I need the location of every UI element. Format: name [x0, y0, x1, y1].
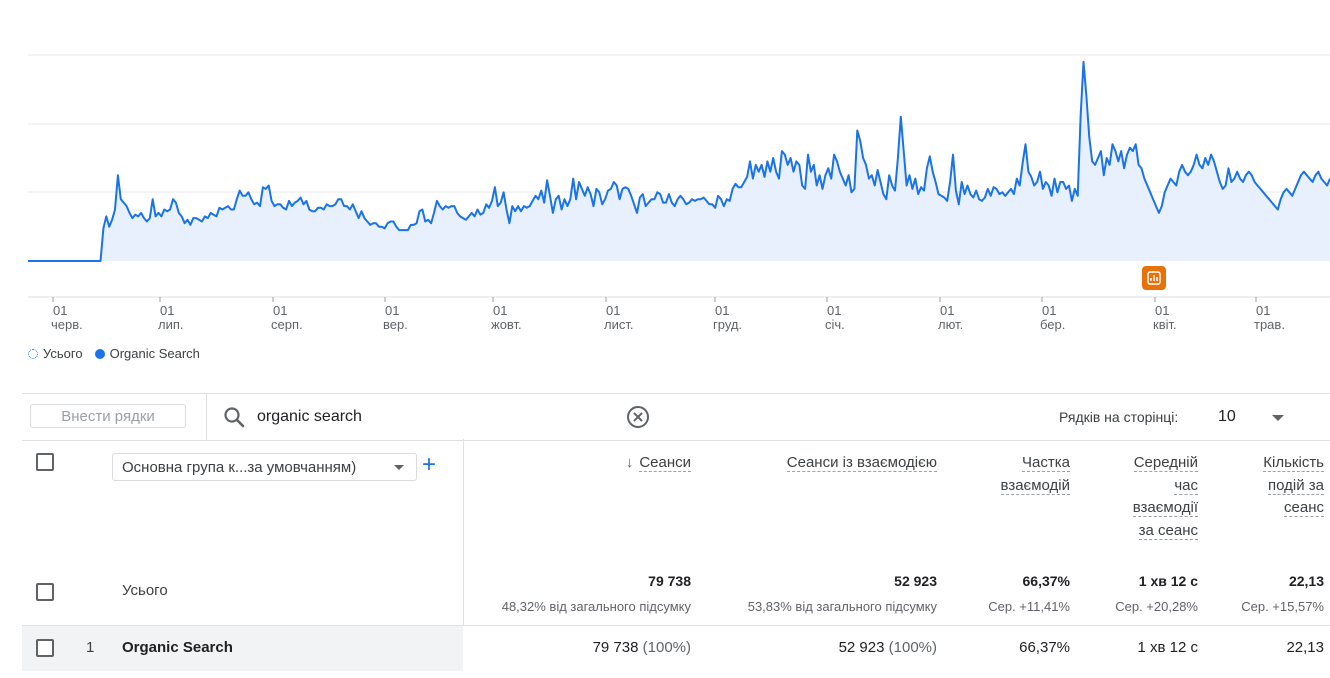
column-header-avg-engagement-time[interactable]: Середній час взаємодії за сеанс [1132, 454, 1198, 540]
x-tick-day: 01 [1256, 303, 1270, 318]
total-sessions: 79 738 [648, 573, 691, 589]
total-engagement-rate-avg: Сер. +11,41% [988, 599, 1070, 614]
toolbar-divider [206, 394, 207, 440]
search-input[interactable] [257, 406, 617, 428]
rows-per-page-select[interactable]: 10 [1218, 408, 1236, 425]
chart-gridlines [28, 54, 1330, 298]
totals-checkbox[interactable] [36, 583, 54, 601]
x-tick-month: вер. [383, 317, 408, 332]
column-header-events-per-session[interactable]: Кількість подій за сеанс [1263, 454, 1324, 517]
x-tick-day: 01 [606, 303, 620, 318]
x-tick-month: лип. [158, 317, 184, 332]
column-header-engagement-rate[interactable]: Частка взаємодій [1000, 454, 1070, 495]
x-tick-day: 01 [493, 303, 507, 318]
x-tick-month: черв. [51, 317, 83, 332]
select-all-checkbox[interactable] [36, 453, 54, 471]
total-engaged-sessions: 52 923 [894, 573, 937, 589]
legend-item-organic-search[interactable]: Organic Search [94, 346, 200, 361]
legend-series-label: Organic Search [109, 346, 200, 361]
x-tick-month: лист. [604, 317, 633, 332]
add-rows-button[interactable]: Внести рядки [30, 404, 186, 428]
x-tick-month: жовт. [491, 317, 522, 332]
x-tick-day: 01 [385, 303, 399, 318]
x-tick-month: січ. [825, 317, 845, 332]
x-tick-day: 01 [53, 303, 67, 318]
chart-legend: Усього Organic Search [28, 346, 212, 361]
row-events-per-session: 22,13 [1286, 639, 1324, 656]
chart-area-fill [28, 61, 1330, 262]
row-avg-engagement-time: 1 хв 12 с [1137, 639, 1199, 656]
annotation-icon [1147, 271, 1161, 285]
rows-per-page-label: Рядків на сторінці: [1059, 409, 1179, 425]
table-toolbar: Внести рядки Рядків на сторінці: 10 [22, 393, 1330, 441]
total-engaged-sessions-share: 53,83% від загального підсумку [747, 599, 937, 614]
x-tick-day: 01 [160, 303, 174, 318]
x-tick-day: 01 [273, 303, 287, 318]
dimension-select-value: Основна група к...за умовчанням) [122, 458, 357, 476]
chart-x-axis-ticks: 01черв.01лип.01серп.01вер.01жовт.01лист.… [51, 297, 1285, 332]
row-index: 1 [86, 639, 95, 656]
total-sessions-share: 48,32% від загального підсумку [501, 599, 691, 614]
row-dimension-value[interactable]: Organic Search [122, 639, 233, 656]
x-tick-month: серп. [271, 317, 303, 332]
clear-search-icon[interactable] [626, 405, 650, 429]
x-tick-month: лют. [938, 317, 963, 332]
dimension-select[interactable]: Основна група к...за умовчанням) [112, 453, 417, 481]
x-tick-day: 01 [1042, 303, 1056, 318]
chevron-down-icon[interactable] [1272, 415, 1284, 421]
x-tick-day: 01 [715, 303, 729, 318]
total-engagement-rate: 66,37% [1022, 573, 1070, 589]
row-engagement-rate: 66,37% [1019, 639, 1070, 656]
x-tick-month: трав. [1254, 317, 1285, 332]
total-events-per-session-avg: Сер. +15,57% [1241, 599, 1324, 614]
x-tick-day: 01 [940, 303, 954, 318]
row-dimension-cell [22, 626, 463, 671]
search-icon [224, 407, 245, 428]
table-row[interactable]: 1 Organic Search 79 738 (100%) 52 923 (1… [22, 625, 1330, 671]
add-dimension-button[interactable]: + [422, 451, 437, 478]
row-sessions: 79 738 (100%) [592, 639, 691, 656]
sort-down-arrow-icon: ↓ [625, 454, 634, 471]
column-header-engaged-sessions[interactable]: Сеанси із взаємодією [786, 454, 937, 472]
row-engaged-sessions: 52 923 (100%) [838, 639, 937, 656]
x-tick-month: бер. [1040, 317, 1065, 332]
legend-total-label: Усього [43, 346, 83, 361]
column-header-sessions[interactable]: ↓ Сеанси [626, 452, 691, 475]
filled-circle-icon [94, 348, 105, 359]
table-column-divider [463, 439, 464, 670]
annotation-marker[interactable] [1142, 266, 1166, 290]
x-tick-month: квіт. [1153, 317, 1177, 332]
total-avg-engagement-time: 1 хв 12 с [1138, 573, 1198, 589]
x-tick-day: 01 [1155, 303, 1169, 318]
chevron-down-icon [394, 465, 404, 470]
sessions-line-chart: 01черв.01лип.01серп.01вер.01жовт.01лист.… [28, 54, 1330, 332]
total-avg-engagement-time-avg: Сер. +20,28% [1115, 599, 1198, 614]
dotted-circle-icon [28, 348, 38, 359]
row-checkbox[interactable] [36, 639, 54, 657]
total-events-per-session: 22,13 [1288, 573, 1324, 589]
totals-label: Усього [122, 582, 168, 599]
x-tick-month: груд. [713, 317, 742, 332]
legend-item-total[interactable]: Усього [28, 346, 83, 361]
chart-series-line [28, 60, 1330, 262]
x-tick-day: 01 [827, 303, 841, 318]
